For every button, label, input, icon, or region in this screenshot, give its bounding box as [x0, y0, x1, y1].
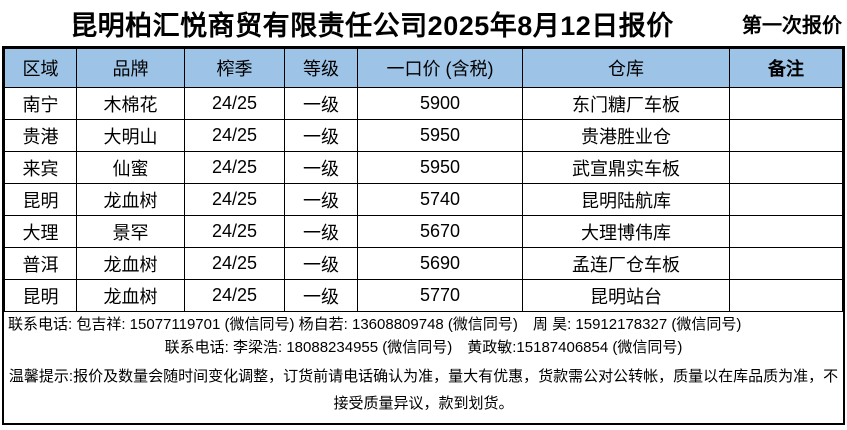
- cell-remark: [729, 151, 843, 184]
- cell-region: 昆明: [4, 183, 77, 216]
- footer-section: 联系电话: 包吉祥: 15077119701 (微信同号) 杨自若: 13608…: [4, 312, 843, 423]
- cell-grade: 一级: [284, 183, 358, 216]
- cell-grade: 一级: [284, 215, 358, 248]
- cell-remark: [729, 279, 843, 312]
- header-grade: 等级: [284, 48, 358, 88]
- quote-table-box: 区域 品牌 榨季 等级 一口价 (含税) 仓库 备注 南宁 木棉花 24/25 …: [2, 46, 845, 425]
- cell-warehouse: 贵港胜业仓: [522, 119, 730, 152]
- cell-season: 24/25: [184, 87, 285, 120]
- cell-brand: 龙血树: [76, 183, 185, 216]
- cell-region: 贵港: [4, 119, 77, 152]
- table-row: 昆明 龙血树 24/25 一级 5770 昆明站台: [4, 279, 843, 312]
- table-header-row: 区域 品牌 榨季 等级 一口价 (含税) 仓库 备注: [4, 48, 843, 88]
- titlebar: 昆明柏汇悦商贸有限责任公司2025年8月12日报价 第一次报价: [0, 0, 847, 46]
- table-row: 昆明 龙血树 24/25 一级 5740 昆明陆航库: [4, 183, 843, 216]
- header-brand: 品牌: [76, 48, 185, 88]
- cell-brand: 景罕: [76, 215, 185, 248]
- cell-warehouse: 昆明站台: [522, 279, 730, 312]
- table-row: 普洱 龙血树 24/25 一级 5690 孟连厂仓车板: [4, 247, 843, 280]
- cell-season: 24/25: [184, 183, 285, 216]
- cell-season: 24/25: [184, 151, 285, 184]
- cell-price: 5670: [357, 215, 523, 248]
- cell-season: 24/25: [184, 119, 285, 152]
- cell-grade: 一级: [284, 119, 358, 152]
- cell-remark: [729, 119, 843, 152]
- cell-brand: 龙血树: [76, 279, 185, 312]
- cell-warehouse: 孟连厂仓车板: [522, 247, 730, 280]
- cell-remark: [729, 183, 843, 216]
- page-title: 昆明柏汇悦商贸有限责任公司2025年8月12日报价: [70, 10, 674, 41]
- table-row: 贵港 大明山 24/25 一级 5950 贵港胜业仓: [4, 119, 843, 152]
- contact-line-1: 联系电话: 包吉祥: 15077119701 (微信同号) 杨自若: 13608…: [8, 316, 742, 333]
- cell-season: 24/25: [184, 247, 285, 280]
- table-row: 大理 景罕 24/25 一级 5670 大理博伟库: [4, 215, 843, 248]
- cell-grade: 一级: [284, 279, 358, 312]
- cell-remark: [729, 247, 843, 280]
- contact-line-2: 联系电话: 李梁浩: 18088234955 (微信同号) 黄政敏:151874…: [164, 339, 683, 356]
- cell-remark: [729, 87, 843, 120]
- cell-region: 来宾: [4, 151, 77, 184]
- cell-grade: 一级: [284, 87, 358, 120]
- header-remark: 备注: [729, 48, 843, 88]
- table-row: 南宁 木棉花 24/25 一级 5900 东门糖厂车板: [4, 87, 843, 120]
- cell-warehouse: 武宣鼎实车板: [522, 151, 730, 184]
- cell-region: 普洱: [4, 247, 77, 280]
- cell-price: 5770: [357, 279, 523, 312]
- cell-price: 5950: [357, 119, 523, 152]
- cell-warehouse: 昆明陆航库: [522, 183, 730, 216]
- cell-price: 5950: [357, 151, 523, 184]
- price-table: 区域 品牌 榨季 等级 一口价 (含税) 仓库 备注 南宁 木棉花 24/25 …: [4, 48, 843, 312]
- cell-price: 5740: [357, 183, 523, 216]
- cell-season: 24/25: [184, 279, 285, 312]
- table-row: 来宾 仙蜜 24/25 一级 5950 武宣鼎实车板: [4, 151, 843, 184]
- cell-grade: 一级: [284, 247, 358, 280]
- cell-brand: 大明山: [76, 119, 185, 152]
- notice-text: 温馨提示:报价及数量会随时间变化调整，订货前请电话确认为准，量大有优惠，货款需公…: [8, 368, 839, 412]
- cell-grade: 一级: [284, 151, 358, 184]
- cell-season: 24/25: [184, 215, 285, 248]
- cell-price: 5690: [357, 247, 523, 280]
- header-season: 榨季: [184, 48, 285, 88]
- cell-region: 南宁: [4, 87, 77, 120]
- cell-price: 5900: [357, 87, 523, 120]
- cell-brand: 仙蜜: [76, 151, 185, 184]
- cell-region: 昆明: [4, 279, 77, 312]
- cell-remark: [729, 215, 843, 248]
- cell-region: 大理: [4, 215, 77, 248]
- cell-brand: 龙血树: [76, 247, 185, 280]
- header-region: 区域: [4, 48, 77, 88]
- quote-round-label: 第一次报价: [742, 14, 842, 37]
- header-price: 一口价 (含税): [357, 48, 523, 88]
- cell-warehouse: 东门糖厂车板: [522, 87, 730, 120]
- cell-brand: 木棉花: [76, 87, 185, 120]
- header-warehouse: 仓库: [522, 48, 730, 88]
- cell-warehouse: 大理博伟库: [522, 215, 730, 248]
